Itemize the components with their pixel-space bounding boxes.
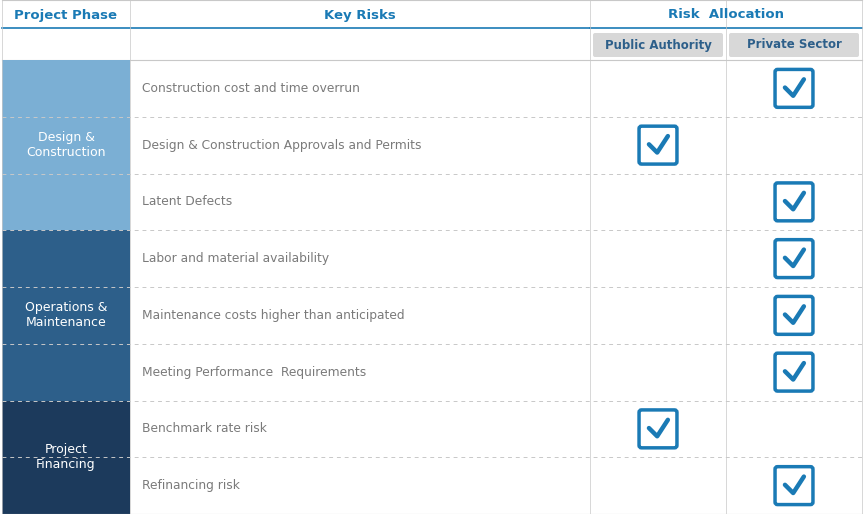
Bar xyxy=(2,400,130,514)
Text: Project Phase: Project Phase xyxy=(15,9,118,22)
FancyBboxPatch shape xyxy=(593,33,723,57)
Text: Latent Defects: Latent Defects xyxy=(142,195,232,208)
FancyBboxPatch shape xyxy=(775,183,813,221)
Text: Key Risks: Key Risks xyxy=(324,9,396,22)
Text: Design &
Construction: Design & Construction xyxy=(26,131,106,159)
Text: Maintenance costs higher than anticipated: Maintenance costs higher than anticipate… xyxy=(142,309,405,322)
FancyBboxPatch shape xyxy=(729,33,859,57)
Text: Public Authority: Public Authority xyxy=(604,39,712,51)
Text: Risk  Allocation: Risk Allocation xyxy=(668,9,784,22)
FancyBboxPatch shape xyxy=(775,467,813,505)
FancyBboxPatch shape xyxy=(639,410,677,448)
FancyBboxPatch shape xyxy=(639,126,677,164)
Text: Labor and material availability: Labor and material availability xyxy=(142,252,329,265)
FancyBboxPatch shape xyxy=(775,69,813,107)
Text: Construction cost and time overrun: Construction cost and time overrun xyxy=(142,82,360,95)
Bar xyxy=(2,230,130,400)
Bar xyxy=(2,60,130,230)
Text: Meeting Performance  Requirements: Meeting Performance Requirements xyxy=(142,365,366,379)
Text: Project
Financing: Project Financing xyxy=(36,443,96,471)
FancyBboxPatch shape xyxy=(775,240,813,278)
Text: Private Sector: Private Sector xyxy=(746,39,842,51)
Text: Design & Construction Approvals and Permits: Design & Construction Approvals and Perm… xyxy=(142,139,421,152)
Text: Benchmark rate risk: Benchmark rate risk xyxy=(142,423,267,435)
FancyBboxPatch shape xyxy=(775,353,813,391)
Text: Refinancing risk: Refinancing risk xyxy=(142,479,240,492)
Text: Operations &
Maintenance: Operations & Maintenance xyxy=(25,301,108,329)
FancyBboxPatch shape xyxy=(775,297,813,334)
